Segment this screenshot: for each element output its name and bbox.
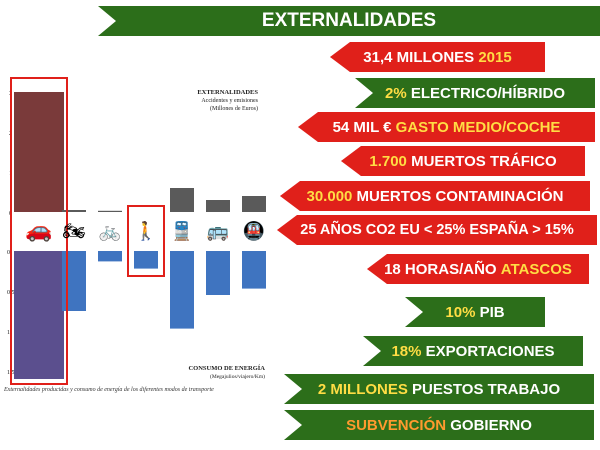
banner-6-text-2: MUERTOS CONTAMINACIÓN [356,187,564,205]
banner-9: 10% PIB [405,297,545,327]
banner-3-text-2: ELECTRICO/HÍBRIDO [410,84,566,102]
banner-3: 2% ELECTRICO/HÍBRIDO [355,78,595,108]
bottom-title: CONSUMO DE ENERGÍA [188,364,265,372]
chart-caption: Externalidades producidas y consumo de e… [4,387,214,393]
banner-1-text-1: EXTERNALIDADES [261,10,437,31]
banner-10: 18% EXPORTACIONES [363,336,583,366]
bar-s1-train-icon [170,188,194,212]
banner-5: 1.700 MUERTOS TRÁFICO [341,146,585,176]
bar-s2-motorcycle-icon [62,251,86,311]
bar-s1-bus-icon [206,200,230,212]
bar-s2-pedestrian-icon [134,251,158,269]
banner-10-text-2: EXPORTACIONES [425,342,555,360]
bar-s2-bicycle-icon [98,251,122,262]
pedestrian-highlight-box [127,205,165,277]
banner-4-text-1: 54 MIL € [332,118,396,136]
banner-6-text-1: 30.000 [306,187,357,205]
bottom-tick-2: 1 [7,330,10,336]
bicycle-icon: 🚲 [99,221,121,241]
banner-12-text-2: GOBIERNO [450,416,532,434]
banner-10-text-1: 18% [391,342,426,360]
bottom-tick-0: 0 [7,250,10,256]
banner-2: 31,4 MILLONES 2015 [330,42,545,72]
train-icon: 🚆 [171,220,193,241]
banner-2-text-2: 2015 [478,48,512,66]
top-title: EXTERNALIDADES [197,89,258,96]
top-subtitle-2: (Millones de Euros) [210,105,258,112]
transport-chart: 3 2 1 0 0 0,5 1 1,5 🚗 🏍 🚲 🚶 🚆 🚌 🚇 EXTERNALIDADES Acciden… [0,76,282,398]
bar-s1-metro-icon [242,196,266,212]
banner-4-text-2: GASTO MEDIO/COCHE [395,118,561,136]
banner-12: SUBVENCIÓN GOBIERNO [284,410,594,440]
bus-icon: 🚌 [207,221,229,241]
banner-12-text-1: SUBVENCIÓN [346,416,451,434]
bar-s1-car-icon [14,92,64,212]
banner-11: 2 MILLONES PUESTOS TRABAJO [284,374,594,404]
car-highlight-box [10,77,68,385]
banner-8-text-2: ATASCOS [500,260,572,278]
banner-6: 30.000 MUERTOS CONTAMINACIÓN [280,181,590,211]
banner-11-text-2: PUESTOS TRABAJO [412,380,561,398]
bottom-subtitle: (Megajulios/viajero/Km) [210,373,265,380]
banner-9-text-1: 10% [445,303,480,321]
banner-5-text-1: 1.700 [369,152,412,170]
banner-4: 54 MIL € GASTO MEDIO/COCHE [298,112,595,142]
bar-s1-bicycle-icon [98,210,122,212]
metro-icon: 🚇 [243,220,265,241]
banner-2-text-1: 31,4 MILLONES [363,48,479,66]
bar-s2-car-icon [14,251,64,379]
banner-7-text-1: 25 AÑOS CO2 EU < 25% ESPAÑA > 15% [300,222,574,238]
banner-1: EXTERNALIDADES [98,6,600,36]
car-icon: 🚗 [25,217,52,242]
banner-9-text-2: PIB [479,303,505,321]
top-subtitle-1: Accidentes y emisiones [201,98,258,104]
bar-s2-bus-icon [206,251,230,295]
bar-s2-train-icon [170,251,194,329]
motorcycle-icon: 🏍 [63,221,86,241]
banner-5-text-2: MUERTOS TRÁFICO [411,152,557,170]
banner-8: 18 HORAS/AÑO ATASCOS [367,254,589,284]
bar-s2-metro-icon [242,251,266,289]
pedestrian-icon: 🚶 [135,220,157,241]
bar-s1-motorcycle-icon [62,210,86,212]
banner-7: 25 AÑOS CO2 EU < 25% ESPAÑA > 15% [277,215,597,245]
banner-11-text-1: 2 MILLONES [317,380,413,398]
banner-3-text-1: 2% [384,84,411,102]
banner-8-text-1: 18 HORAS/AÑO [384,260,501,278]
